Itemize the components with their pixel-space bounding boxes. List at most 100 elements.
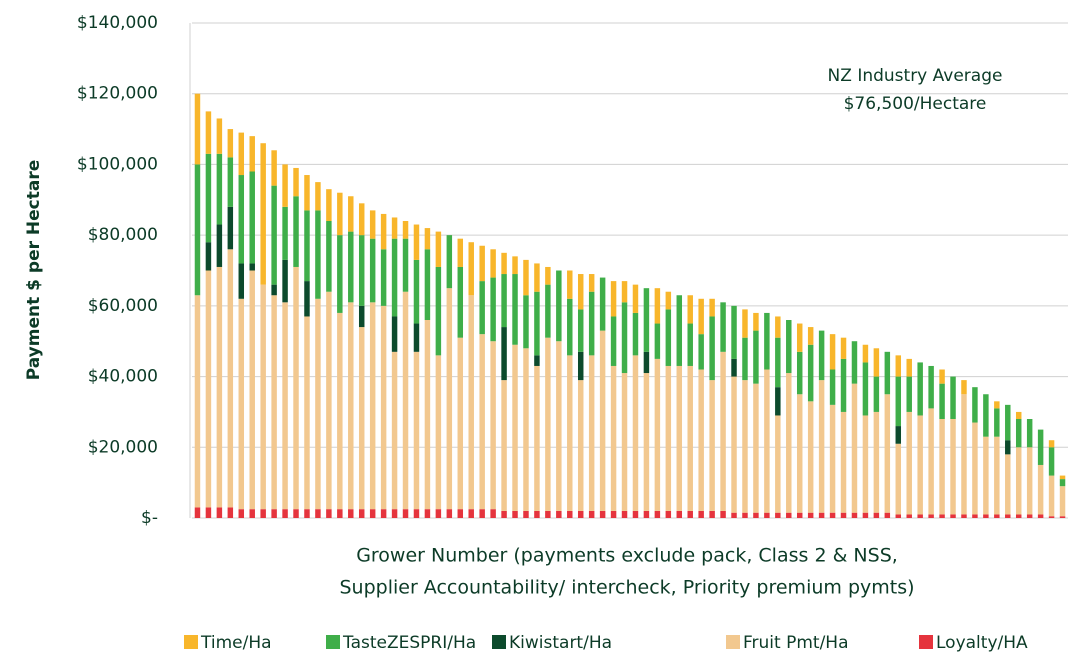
bar-segment (972, 422, 978, 515)
bar-segment (227, 157, 234, 207)
annotation: NZ Industry Average (828, 66, 1003, 86)
bar-segment (840, 411, 847, 513)
bar-segment (380, 305, 387, 510)
bar-segment (205, 242, 212, 271)
bar-segment (610, 316, 617, 366)
bar-segment (304, 281, 310, 317)
bar-segment (1015, 514, 1022, 518)
bar-segment (983, 436, 989, 515)
bar-segment (588, 274, 595, 292)
bar-segment (446, 235, 453, 289)
bar-segment (216, 224, 223, 267)
bar-segment (567, 298, 573, 356)
bar-segment (238, 263, 245, 299)
bar-segment (490, 341, 496, 510)
bar-segment (906, 514, 912, 518)
bar-segment (534, 365, 540, 511)
bar-segment (501, 274, 507, 328)
bar-segment (632, 355, 639, 511)
bar-segment (227, 129, 234, 158)
bar-segment (698, 334, 704, 370)
bar-segment (1015, 419, 1022, 448)
bar-segment (851, 341, 858, 384)
bar-segment (512, 510, 518, 518)
bar-segment (906, 376, 912, 412)
bar-segment (457, 266, 464, 338)
bar-segment (1037, 429, 1044, 465)
bar-segment (796, 351, 803, 395)
bar-segment (556, 270, 562, 342)
bar-segment (599, 330, 606, 511)
bar-segment (742, 380, 748, 513)
bar-segment (315, 182, 321, 211)
bar-segment (293, 266, 299, 510)
bar-segment (512, 274, 518, 345)
y-tick-label: $- (141, 508, 158, 528)
legend-swatch (326, 635, 340, 649)
bar-segment (534, 355, 540, 366)
bar-segment (348, 231, 354, 303)
bar-segment (337, 312, 343, 510)
bar-segment (216, 266, 223, 508)
bar-segment (994, 514, 1000, 518)
bar-segment (906, 358, 912, 377)
bar-segment (928, 365, 934, 409)
bar-segment (829, 404, 836, 513)
bar-segment (490, 277, 496, 342)
bar-segment (501, 252, 507, 275)
bar-segment (654, 323, 661, 359)
bar-segment (873, 411, 880, 513)
bar-segment (435, 355, 442, 510)
bar-segment (939, 369, 945, 384)
bar-segment (950, 514, 956, 518)
bar-segment (818, 380, 825, 513)
bar-segment (621, 281, 628, 303)
bar-segment (884, 394, 891, 513)
bar-segment (632, 510, 639, 518)
bar-segment (260, 284, 266, 510)
bar-segment (205, 507, 212, 518)
bar-segment (895, 426, 902, 444)
bar-segment (709, 380, 715, 511)
bar-segment (293, 196, 299, 267)
bar-segment (994, 401, 1000, 409)
bar-segment (293, 167, 299, 197)
bar-segment (282, 302, 288, 510)
bar-segment (807, 327, 814, 345)
bar-segment (391, 217, 398, 239)
bar-segment (829, 369, 836, 405)
legend-swatch (184, 635, 198, 649)
legend-label: Time/Ha (200, 633, 272, 653)
bar-segment (358, 327, 365, 510)
bar-segment (402, 238, 409, 292)
bar-segment (271, 284, 277, 296)
bar-segment (983, 394, 989, 437)
bar-segment (775, 316, 781, 338)
bar-segment (961, 394, 967, 515)
bar-segment (577, 309, 584, 352)
bar-segment (599, 510, 606, 518)
bar-segment (304, 175, 310, 211)
bar-segment (840, 512, 847, 518)
bar-segment (271, 150, 277, 186)
bar-segment (796, 394, 803, 513)
bar-segment (709, 510, 715, 518)
bar-segment (577, 351, 584, 381)
bar-segment (796, 512, 803, 518)
bar-segment (446, 288, 453, 510)
bar-segment (304, 210, 310, 282)
bar-segment (556, 510, 562, 518)
bar-segment (720, 302, 726, 352)
bar-segment (731, 305, 737, 359)
bar-segment (720, 351, 726, 511)
bar-segment (501, 327, 507, 381)
bar-segment (249, 171, 255, 264)
bar-segment (501, 510, 507, 518)
bar-segment (391, 238, 398, 317)
bar-segment (490, 249, 496, 278)
bar-segment (643, 288, 650, 352)
bar-segment (282, 509, 288, 518)
y-tick-label: $60,000 (88, 296, 158, 316)
bar-segment (369, 238, 376, 303)
bar-segment (424, 228, 431, 250)
